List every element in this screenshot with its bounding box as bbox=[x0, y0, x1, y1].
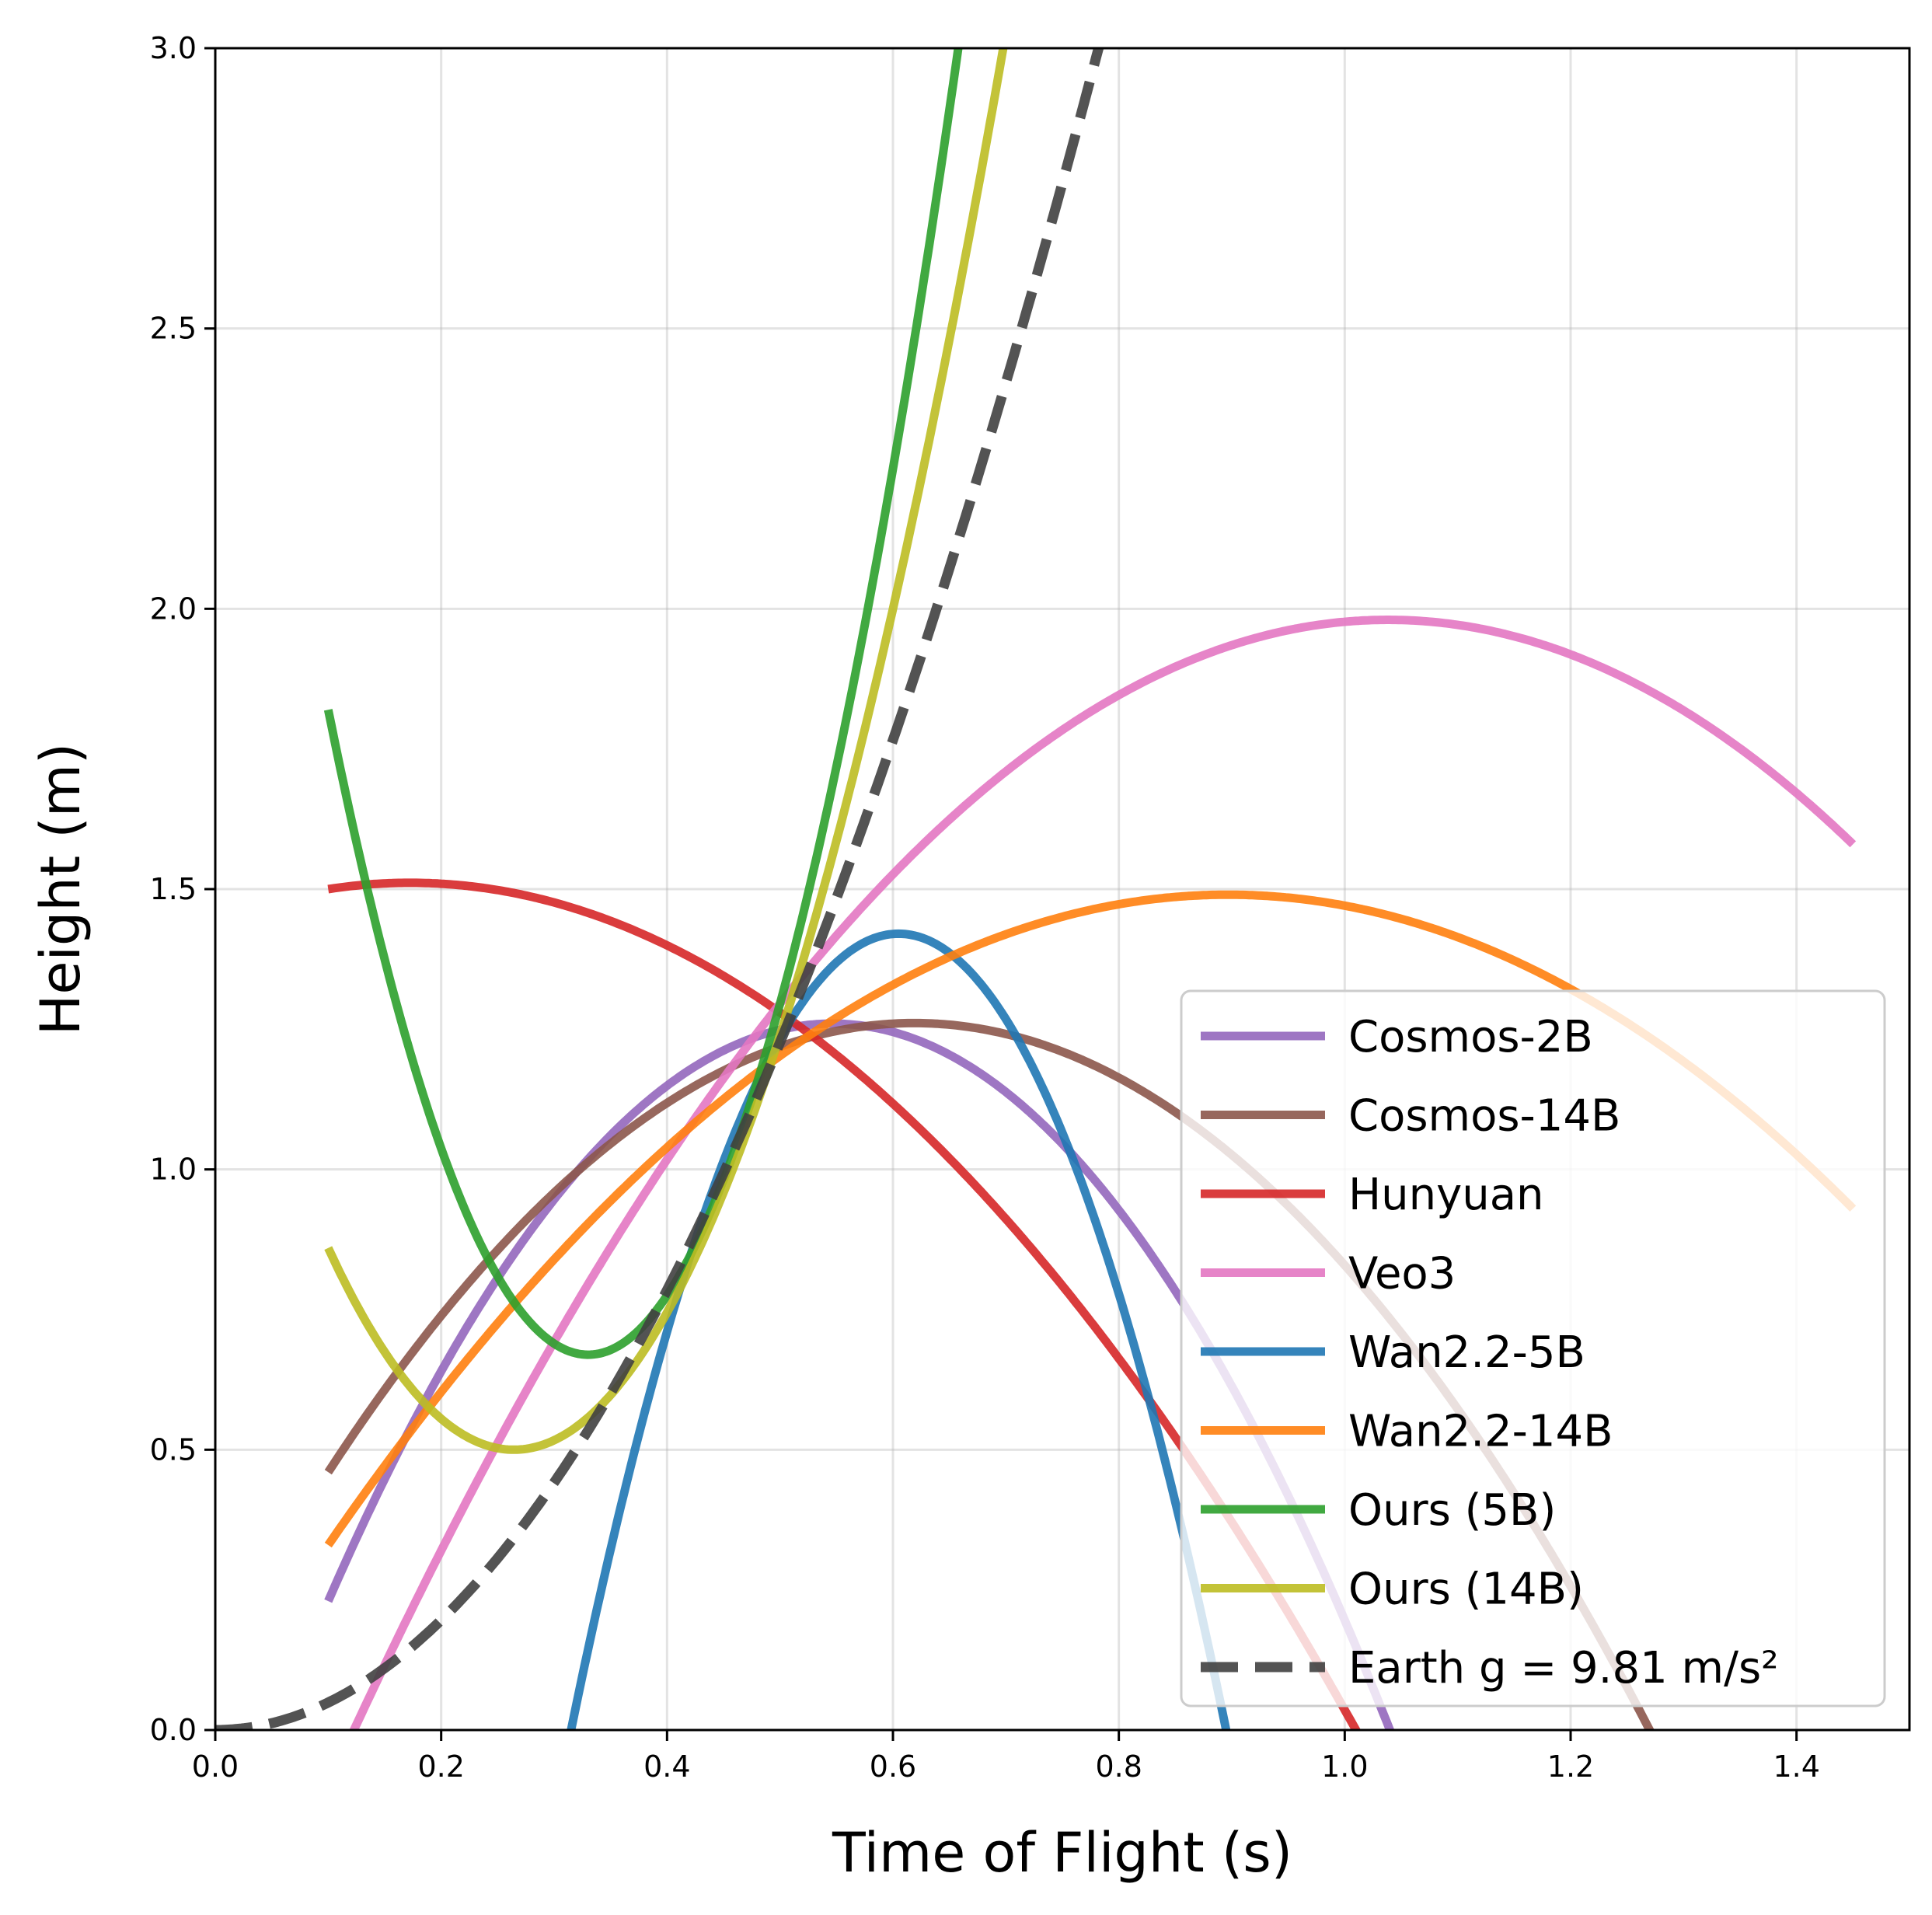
legend-label: Cosmos-2B bbox=[1348, 1012, 1593, 1062]
legend-label: Ours (14B) bbox=[1348, 1564, 1584, 1615]
x-tick-label: 1.2 bbox=[1547, 1749, 1594, 1784]
series-line-wan2-2-5b bbox=[567, 929, 1231, 1730]
series-line-ours-5b bbox=[323, 48, 963, 1359]
legend-label: Earth g = 9.81 m/s² bbox=[1348, 1643, 1779, 1694]
x-tick-label: 1.0 bbox=[1321, 1749, 1368, 1784]
x-axis-title: Time of Flight (s) bbox=[832, 1821, 1292, 1885]
x-tick-label: 1.4 bbox=[1773, 1749, 1819, 1784]
y-tick-label: 1.0 bbox=[150, 1153, 197, 1187]
legend-label: Veo3 bbox=[1348, 1249, 1456, 1299]
x-tick-label: 0.8 bbox=[1095, 1749, 1142, 1784]
legend-label: Cosmos-14B bbox=[1348, 1091, 1620, 1142]
series-layer bbox=[215, 48, 1857, 1730]
series-line-ours-14b bbox=[324, 48, 1008, 1454]
legend-box bbox=[1180, 989, 1886, 1707]
y-tick-label: 3.0 bbox=[150, 31, 197, 65]
ticks: 0.0 0.2 0.4 0.6 0.8 1.0 1.2 1.4 0.0 0.5 1.0 1.5 2.0 2… bbox=[150, 31, 1820, 1784]
x-tick-label: 0.0 bbox=[192, 1749, 239, 1784]
y-tick-label: 1.5 bbox=[150, 872, 197, 906]
legend-label: Hunyuan bbox=[1348, 1170, 1544, 1220]
x-tick-label: 0.2 bbox=[417, 1749, 464, 1784]
y-tick-label: 2.0 bbox=[150, 591, 197, 626]
legend: Cosmos-2B Cosmos-14B Hunyuan Veo3 Wan2.2-5B W… bbox=[1180, 989, 1886, 1707]
x-tick-label: 0.4 bbox=[643, 1749, 690, 1784]
y-tick-label: 0.0 bbox=[150, 1713, 197, 1747]
legend-label: Wan2.2-14B bbox=[1348, 1407, 1613, 1457]
y-axis-title: Height (m) bbox=[29, 743, 92, 1035]
series-line-earth-g-9-81-m-s bbox=[215, 48, 1104, 1730]
legend-label: Wan2.2-5B bbox=[1348, 1327, 1585, 1378]
series-line-veo3 bbox=[349, 616, 1857, 1730]
x-tick-label: 0.6 bbox=[870, 1749, 916, 1784]
legend-label: Ours (5B) bbox=[1348, 1485, 1556, 1536]
y-tick-label: 2.5 bbox=[150, 312, 197, 346]
y-tick-label: 0.5 bbox=[150, 1432, 197, 1467]
